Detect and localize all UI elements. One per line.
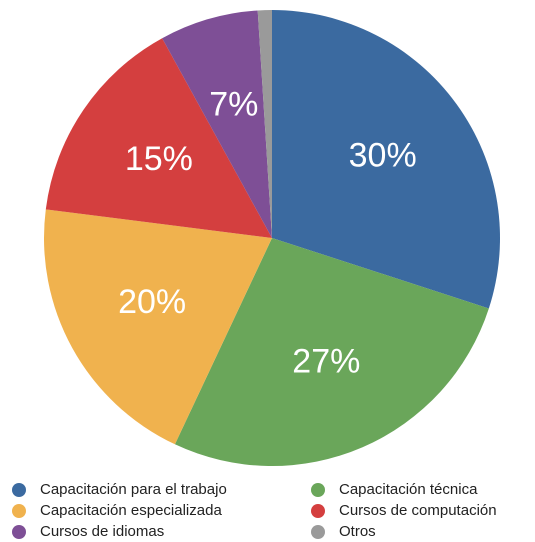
value-label: 15% <box>125 140 193 178</box>
legend-label: Capacitación especializada <box>40 502 222 519</box>
legend-label: Capacitación técnica <box>339 481 478 498</box>
legend-label: Capacitación para el trabajo <box>40 481 227 498</box>
pie-slice <box>257 10 272 238</box>
value-label: 27% <box>292 343 360 381</box>
legend-swatch <box>12 525 26 539</box>
legend-swatch <box>311 525 325 539</box>
legend-swatch <box>12 504 26 518</box>
legend-swatch <box>311 504 325 518</box>
pie-slice <box>174 238 489 466</box>
legend-label: Otros <box>339 523 376 540</box>
legend-swatch <box>311 483 325 497</box>
pie-slice <box>162 10 272 239</box>
pie-slice <box>43 209 272 445</box>
value-label: 7% <box>209 86 258 124</box>
pie-slice <box>272 10 500 309</box>
legend-label: Cursos de computación <box>339 502 497 519</box>
legend-label: Cursos de idiomas <box>40 523 164 540</box>
legend-swatch <box>12 483 26 497</box>
value-label: 20% <box>118 283 186 321</box>
value-label: 30% <box>349 137 417 175</box>
pie-slice <box>45 38 272 239</box>
